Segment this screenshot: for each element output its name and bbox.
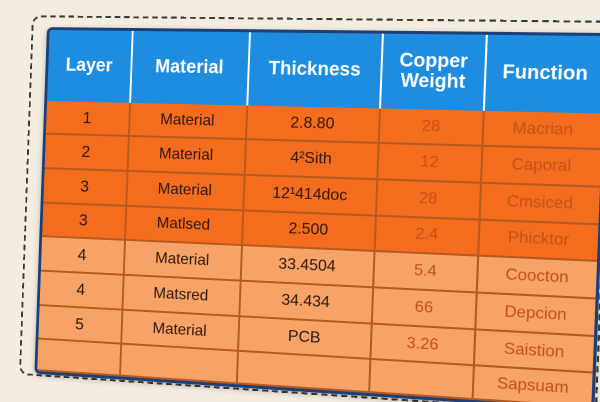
cell-function: Macrian <box>482 111 600 149</box>
cell-function: Phicktor <box>478 219 598 261</box>
cell-copper-weight: 5.4 <box>373 251 478 292</box>
cell-copper-weight: 28 <box>376 179 481 219</box>
cell-copper-weight: 66 <box>372 287 477 329</box>
cell-material: Material <box>126 171 245 210</box>
cell-material: Material <box>123 240 241 281</box>
cell-thickness <box>237 351 371 392</box>
header-layer: Layer <box>47 30 132 103</box>
cell-layer: 3 <box>42 202 126 240</box>
cell-function: Cmsiced <box>480 183 600 224</box>
cell-thickness: 4²Sith <box>244 139 378 179</box>
cell-material: Material <box>128 103 247 139</box>
header-copper-weight: Copper Weight <box>380 34 487 111</box>
cell-copper-weight: 2.4 <box>375 215 480 256</box>
cell-function: Coocton <box>477 256 597 299</box>
cell-thickness: 2.8.80 <box>246 106 380 143</box>
header-thickness: Thickness <box>247 32 383 108</box>
cell-layer: 4 <box>41 236 125 274</box>
cell-thickness: 2.500 <box>242 210 376 251</box>
cell-material <box>120 344 238 383</box>
header-material: Material <box>130 31 250 106</box>
cell-material: Matlsed <box>125 205 243 245</box>
cell-material: Material <box>127 136 246 175</box>
header-row: Layer Material Thickness Copper Weight F… <box>47 30 600 114</box>
cell-layer: 5 <box>38 305 122 344</box>
cell-copper-weight: 12 <box>377 143 482 183</box>
cell-layer <box>37 339 121 376</box>
cell-function: Caporal <box>481 146 600 187</box>
cell-layer: 1 <box>46 101 130 136</box>
header-function: Function <box>484 35 600 114</box>
cell-layer: 3 <box>43 168 127 205</box>
layer-stackup-card: Layer Material Thickness Copper Weight F… <box>34 27 600 402</box>
cell-layer: 2 <box>45 134 129 171</box>
cell-thickness: 12¹414doc <box>243 175 377 216</box>
cell-layer: 4 <box>40 271 124 310</box>
layer-stackup-table: Layer Material Thickness Copper Weight F… <box>37 30 600 402</box>
cell-function: Sapsuam <box>473 366 593 402</box>
cell-copper-weight <box>369 359 474 399</box>
cell-copper-weight: 28 <box>379 109 484 146</box>
